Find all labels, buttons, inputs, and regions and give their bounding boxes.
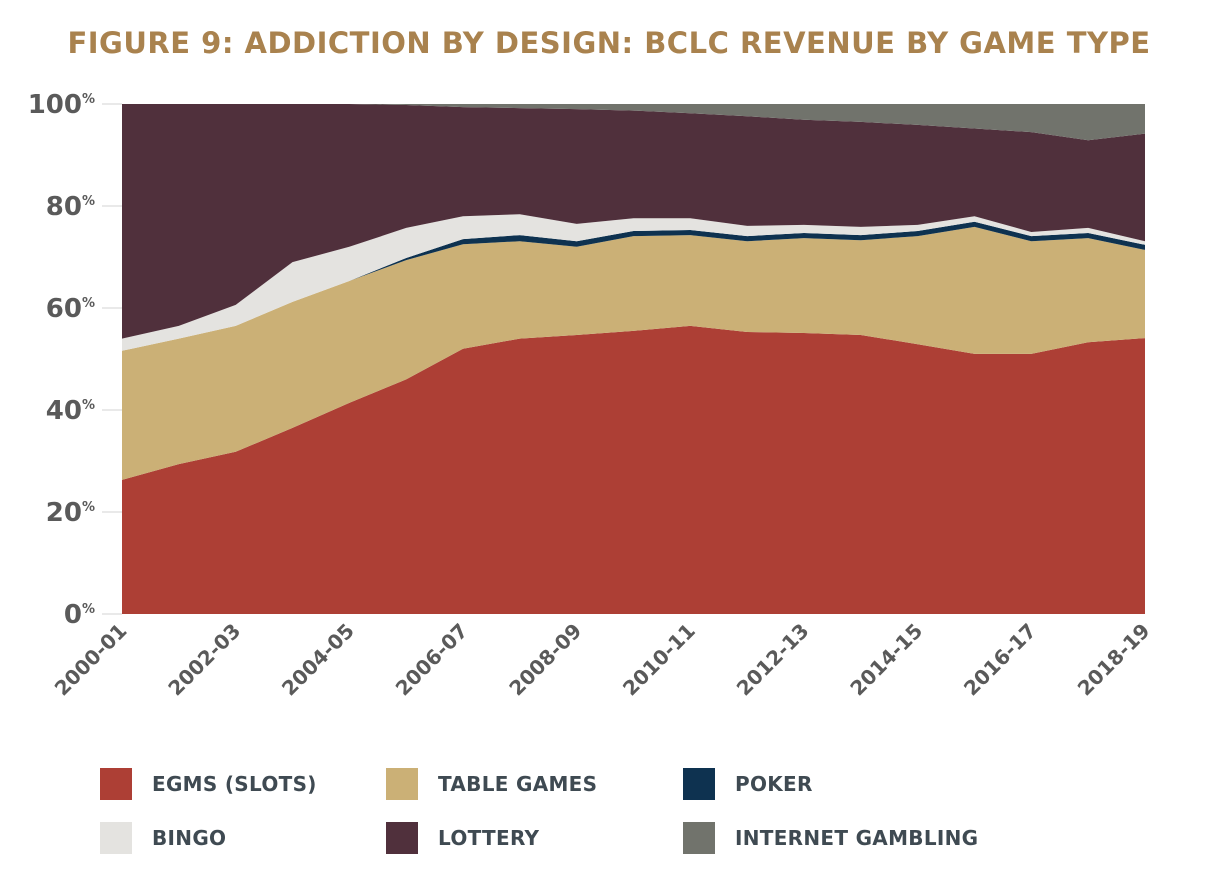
x-tick-label: 2004-05	[277, 619, 359, 701]
legend-swatch	[683, 768, 715, 800]
x-tick-label: 2016-17	[959, 619, 1041, 701]
x-tick-label: 2010-11	[618, 619, 700, 701]
legend-item-egms: EGMS (SLOTS)	[100, 768, 386, 800]
x-tick-label: 2006-07	[391, 619, 473, 701]
legend-swatch	[683, 822, 715, 854]
area-lottery	[122, 104, 1145, 339]
y-tick-label: 40%	[46, 396, 95, 426]
legend-swatch	[100, 822, 132, 854]
y-tick-label: 60%	[46, 294, 95, 324]
legend-label: EGMS (SLOTS)	[152, 772, 317, 796]
area-table-games	[122, 226, 1145, 480]
y-axis: 0% 20% 40% 60% 80% 100%	[28, 90, 95, 630]
legend-label: POKER	[735, 772, 813, 796]
x-tick-label: 2012-13	[732, 619, 814, 701]
legend-swatch	[386, 822, 418, 854]
area-bingo	[122, 214, 1145, 351]
legend-item-lottery: LOTTERY	[386, 822, 683, 854]
y-gridlines	[102, 103, 122, 615]
area-internet-gambling	[122, 104, 1145, 141]
x-tick-label: 2014-15	[845, 619, 927, 701]
legend-label: TABLE GAMES	[438, 772, 598, 796]
legend-swatch	[386, 768, 418, 800]
x-tick-label: 2008-09	[504, 619, 586, 701]
legend-item-poker: POKER	[683, 768, 1043, 800]
y-tick-label: 20%	[46, 498, 95, 528]
x-tick-label: 2000-01	[50, 619, 132, 701]
legend-item-internet-gambling: INTERNET GAMBLING	[683, 822, 1043, 854]
stacked-area-chart: 0% 20% 40% 60% 80% 100% 2000-01 2002-03 2004-05…	[28, 90, 1155, 701]
legend-swatch	[100, 768, 132, 800]
legend: EGMS (SLOTS) TABLE GAMES POKER BINGO LOT…	[100, 768, 1060, 854]
legend-item-bingo: BINGO	[100, 822, 386, 854]
x-tick-label: 2002-03	[163, 619, 245, 701]
area-layers	[122, 104, 1145, 614]
chart-title: FIGURE 9: ADDICTION BY DESIGN: BCLC REVE…	[67, 26, 1151, 60]
legend-label: INTERNET GAMBLING	[735, 826, 979, 850]
x-tick-label: 2018-19	[1073, 619, 1155, 701]
y-tick-label: 0%	[64, 600, 95, 630]
area-egms-slots	[122, 325, 1145, 614]
legend-label: BINGO	[152, 826, 227, 850]
y-tick-label: 80%	[46, 192, 95, 222]
x-axis: 2000-01 2002-03 2004-05 2006-07 2008-09 2010-…	[50, 619, 1155, 701]
legend-label: LOTTERY	[438, 826, 540, 850]
legend-item-table-games: TABLE GAMES	[386, 768, 683, 800]
y-tick-label: 100%	[28, 90, 95, 120]
